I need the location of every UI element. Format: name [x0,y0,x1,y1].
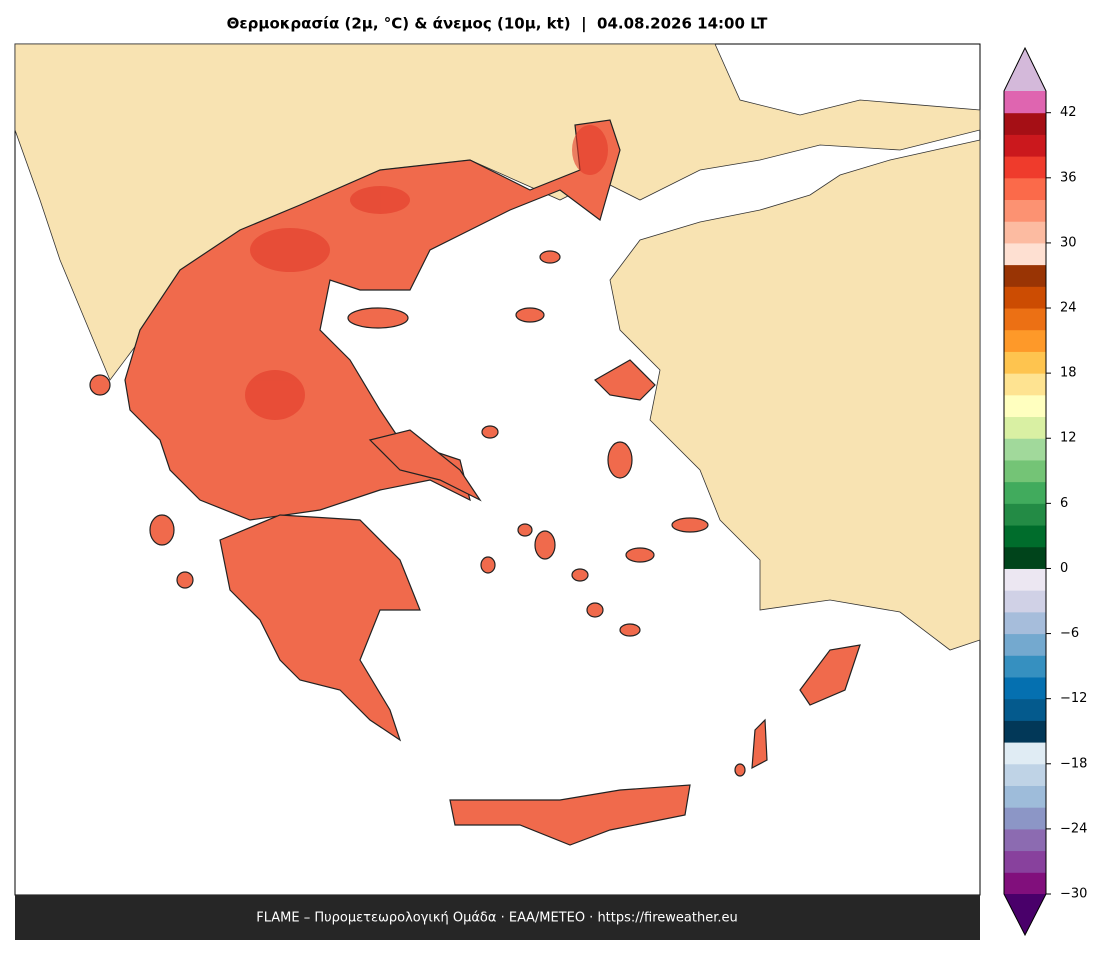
colorbar-band [1004,828,1046,852]
colorbar-band [1004,199,1046,222]
colorbar-band [1004,112,1046,135]
colorbar-band [1004,286,1046,309]
colorbar-band [1004,308,1046,331]
colorbar-band [1004,850,1046,873]
footer-text: FLAME – Πυρομετεωρολογική Ομάδα · ΕΑΑ/ME… [256,911,738,926]
land-island [539,250,561,264]
land-evia [368,429,482,502]
colorbar: −30 −24 −18 −12 −6 0 6 12 18 24 30 36 42 [1003,46,1087,937]
colorbar-band [1004,763,1046,786]
land-peloponnese [219,514,421,742]
hot-area [350,186,410,214]
land-turkey [609,139,981,651]
colorbar-band [1004,807,1046,830]
colorbar-band [1004,481,1046,504]
colorbar-band [1004,329,1046,352]
colorbar-band [1004,676,1046,700]
hot-area [572,125,608,175]
colorbar-tick-label: −12 [1060,691,1087,706]
land-island [176,571,194,589]
land-island [149,514,175,546]
colorbar-tick-label: −6 [1060,626,1079,641]
colorbar-band [1004,568,1046,591]
land-greece-mainland [124,119,621,521]
colorbar-tick-label: 18 [1060,366,1077,381]
land-karpathos [751,718,768,770]
colorbar-tick-label: −18 [1060,756,1087,771]
colorbar-extend-over [1004,48,1046,91]
colorbar-band [1004,590,1046,613]
colorbar-band [1004,134,1046,157]
land-island [347,307,409,329]
colorbar-tick-label: −30 [1060,887,1087,902]
map-title: Θερμοκρασία (2μ, °C) & άνεμος (10μ, kt) … [227,15,769,34]
land-island [619,623,641,637]
colorbar-band [1004,351,1046,374]
land-island [480,556,496,574]
map: FLAME – Πυρομετεωρολογική Ομάδα · ΕΑΑ/ME… [14,43,981,940]
colorbar-band [1004,546,1046,569]
colorbar-band [1004,633,1046,656]
colorbar-band [1004,503,1046,526]
land-island [586,602,604,618]
footer-bar [15,895,980,940]
colorbar-band [1004,394,1046,418]
hot-area [250,228,330,272]
land-lesvos [594,359,656,401]
land-island [515,307,545,323]
land-island [625,547,655,563]
colorbar-band [1004,655,1046,678]
land-island [89,374,111,396]
colorbar-band [1004,373,1046,396]
colorbar-band [1004,264,1046,287]
colorbar-outline [1003,46,1047,937]
land-island [671,517,709,533]
colorbar-tick-label: 30 [1060,235,1077,250]
land-island [571,568,589,582]
colorbar-band [1004,785,1046,808]
colorbar-tick-label: 12 [1060,431,1077,446]
colorbar-band [1004,698,1046,721]
colorbar-tick-label: 6 [1060,496,1068,511]
colorbar-band [1004,242,1046,266]
colorbar-band [1004,438,1046,461]
colorbar-band [1004,611,1046,635]
land-island [481,425,499,439]
colorbar-band [1004,156,1046,179]
hot-area [245,370,305,420]
colorbar-tick-label: 24 [1060,301,1077,316]
colorbar-band [1004,720,1046,743]
colorbar-band [1004,177,1046,201]
colorbar-band [1004,525,1046,548]
colorbar-band [1004,742,1046,765]
land-crete [449,784,691,846]
colorbar-tick-label: 0 [1060,561,1068,576]
land-island [734,763,746,777]
land-rhodes [799,644,861,706]
land-island [534,530,556,560]
colorbar-band [1004,91,1046,114]
colorbar-extend-under [1004,894,1046,935]
colorbar-tick-label: −24 [1060,821,1087,836]
land-island [517,523,533,537]
colorbar-band [1004,416,1046,439]
colorbar-tick-label: 36 [1060,170,1077,185]
colorbar-tick-label: 42 [1060,105,1077,120]
colorbar-band [1004,459,1046,483]
colorbar-band [1004,221,1046,244]
colorbar-band [1004,872,1046,895]
land-island [607,441,633,479]
